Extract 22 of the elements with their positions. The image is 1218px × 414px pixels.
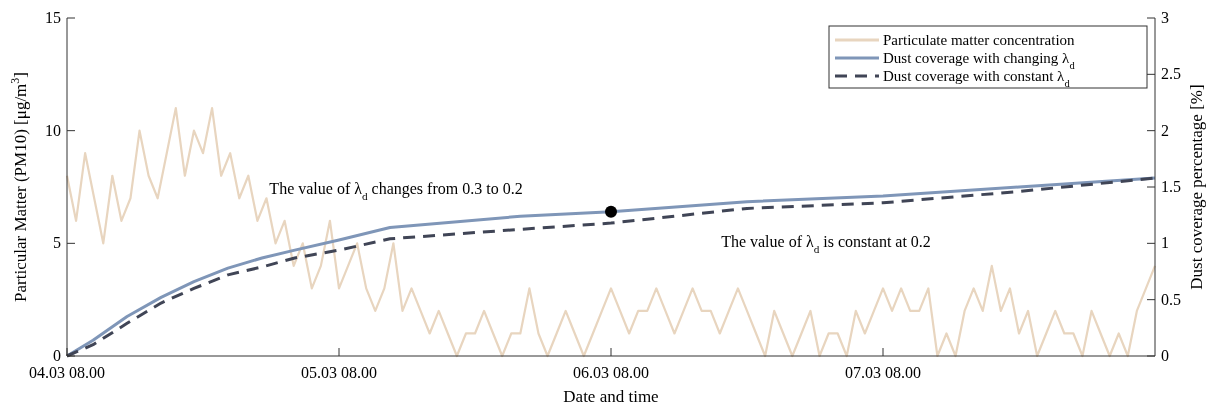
legend-label: Dust coverage with changing λ$_{d}$	[883, 50, 1076, 71]
x-tick-label: 06.03 08.00	[573, 364, 649, 381]
annotation: The value of λ$_{d}$ changes from 0.3 to 0.2	[269, 179, 523, 202]
y2-tick-label: 1.5	[1161, 178, 1181, 195]
legend-label: Particulate matter concentration	[883, 32, 1076, 48]
y-tick-label: 15	[45, 9, 61, 26]
x-tick-label: 04.03 08.00	[29, 364, 105, 381]
annotation: The value of λ$_{d}$ is constant at 0.2	[721, 233, 931, 256]
y-tick-label: 5	[53, 234, 61, 252]
y2-tick-label: 2	[1161, 121, 1169, 139]
y2-tick-label: 2.5	[1161, 65, 1181, 83]
x-tick-label: 05.03 08.00	[301, 364, 377, 381]
y-tick-label: 0	[53, 347, 61, 364]
y2-axis-title: Dust coverage percentage [%]	[1187, 84, 1206, 290]
y2-tick-label: 0	[1161, 347, 1169, 364]
x-tick-label: 07.03 08.00	[845, 364, 921, 381]
x-axis-title: Date and time	[563, 387, 659, 406]
y2-tick-label: 1	[1161, 234, 1169, 252]
legend-label: Dust coverage with constant λ$_{d}$	[883, 68, 1071, 89]
y2-tick-label: 0.5	[1161, 290, 1181, 308]
y2-tick-label: 3	[1161, 9, 1169, 26]
y-tick-label: 10	[45, 121, 61, 139]
